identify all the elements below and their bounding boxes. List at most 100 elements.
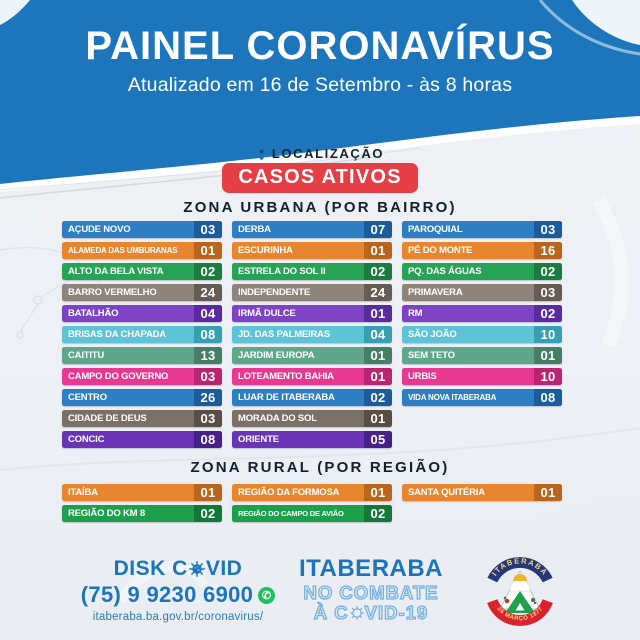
campaign-line2: NO COMBATE: [303, 582, 439, 603]
case-bar: BARRO VERMELHO 24: [62, 284, 222, 301]
case-bar: JARDIM EUROPA 01: [232, 347, 392, 364]
case-bar: SÃO JOÃO 10: [402, 326, 562, 343]
bar-value: 03: [534, 284, 562, 301]
footer: DISK C VID (75) 9 9230 6900: [0, 540, 640, 640]
page-title: PAINEL CORONAVÍRUS: [85, 24, 555, 68]
case-bar: CAMPO DO GOVERNO 03: [62, 368, 222, 385]
bar-value: 13: [194, 347, 222, 364]
disk-covid-text-post: VID: [205, 557, 243, 580]
bar-value: 10: [534, 368, 562, 385]
header-wave: [0, 110, 640, 199]
bar-value: 07: [364, 221, 392, 238]
urban-column-2: DERBA 07 ESCURINHA 01 ESTRELA DO SOL II …: [232, 221, 392, 452]
bar-value: 24: [194, 284, 222, 301]
urban-zone-heading: ZONA URBANA (POR BAIRRO): [183, 199, 457, 216]
campaign-line3-pre: À C: [313, 602, 349, 623]
active-cases-badge: CASOS ATIVOS: [222, 163, 418, 193]
bar-value: 01: [194, 484, 222, 501]
bar-label: PÉ DO MONTE: [408, 245, 473, 256]
bar-value: 03: [194, 221, 222, 238]
bar-label: PQ. DAS ÁGUAS: [408, 266, 482, 277]
bar-value: 02: [534, 263, 562, 280]
bar-label: BARRO VERMELHO: [68, 287, 157, 298]
urban-column-1: AÇUDE NOVO 03 ALAMEDA DAS UMBURANAS 01 A…: [62, 221, 222, 452]
bar-value: 02: [194, 263, 222, 280]
bar-label: DERBA: [238, 224, 271, 235]
campaign-line3: À C VID-19: [292, 602, 450, 623]
case-bar: JD. DAS PALMEIRAS 04: [232, 326, 392, 343]
bar-label: BRISAS DA CHAPADA: [68, 329, 166, 340]
bar-label: CENTRO: [68, 392, 107, 403]
virus-icon: [349, 606, 364, 620]
rural-column-2: REGIÃO DA FORMOSA 01 REGIÃO DO CAMPO DE …: [232, 484, 392, 526]
bar-value: 04: [194, 305, 222, 322]
bar-label: JD. DAS PALMEIRAS: [238, 329, 330, 340]
bar-value: 02: [364, 263, 392, 280]
bar-label: REGIÃO DA FORMOSA: [238, 487, 340, 498]
bar-value: 01: [364, 305, 392, 322]
header-corner-wave-right: [538, 0, 640, 56]
case-bar: CAITITU 13: [62, 347, 222, 364]
bar-label: REGIÃO DO CAMPO DE AVIÃO: [238, 509, 344, 518]
case-bar: REGIÃO DO KM 8 02: [62, 505, 222, 522]
case-bar: URBIS 10: [402, 368, 562, 385]
case-bar: PRIMAVERA 03: [402, 284, 562, 301]
phone-number: (75) 9 9230 6900: [80, 582, 254, 607]
itaberaba-seal: ITABERABA 26 MARÇO 1877: [480, 545, 560, 640]
website-url: itaberaba.ba.gov.br/coronavirus/: [92, 611, 264, 623]
whatsapp-glyph: ✆: [261, 589, 272, 602]
case-bar: BRISAS DA CHAPADA 08: [62, 326, 222, 343]
disk-covid-block: DISK C VID (75) 9 9230 6900: [56, 557, 300, 623]
rural-column-3: SANTA QUITÉRIA 01: [402, 484, 562, 526]
bar-label: ESTRELA DO SOL II: [238, 266, 326, 277]
case-bar: BATALHÃO 04: [62, 305, 222, 322]
bar-value: 08: [194, 431, 222, 448]
bar-value: 08: [194, 326, 222, 343]
urban-cases-grid: AÇUDE NOVO 03 ALAMEDA DAS UMBURANAS 01 A…: [62, 221, 562, 452]
bar-label: AÇUDE NOVO: [68, 224, 131, 235]
bar-value: 03: [194, 368, 222, 385]
bar-value: 01: [364, 484, 392, 501]
case-bar: PAROQUIAL 03: [402, 221, 562, 238]
bar-value: 01: [534, 347, 562, 364]
bar-label: SEM TETO: [408, 350, 455, 361]
badge-wrap: CASOS ATIVOS: [0, 163, 640, 193]
bar-label: ESCURINHA: [238, 245, 293, 256]
case-bar: IRMÃ DULCE 01: [232, 305, 392, 322]
bar-value: 01: [364, 347, 392, 364]
bar-value: 08: [534, 389, 562, 406]
bar-value: 03: [534, 221, 562, 238]
campaign-city-name: ITABERABA: [298, 555, 444, 582]
bar-value: 01: [364, 242, 392, 259]
bar-value: 02: [194, 505, 222, 522]
case-bar: REGIÃO DA FORMOSA 01: [232, 484, 392, 501]
bar-label: CAMPO DO GOVERNO: [68, 371, 169, 382]
case-bar: CENTRO 26: [62, 389, 222, 406]
bar-label: SÃO JOÃO: [408, 329, 457, 340]
case-bar: ITAÍBA 01: [62, 484, 222, 501]
bar-label: RM: [408, 308, 423, 319]
case-bar: DERBA 07: [232, 221, 392, 238]
rural-column-1: ITAÍBA 01 REGIÃO DO KM 8 02: [62, 484, 222, 526]
rural-cases-grid: ITAÍBA 01 REGIÃO DO KM 8 02 REGIÃO DA FO…: [62, 484, 562, 526]
bar-label: CIDADE DE DEUS: [68, 413, 147, 424]
bar-label: CAITITU: [68, 350, 105, 361]
location-pin-icon: [256, 146, 267, 161]
bar-label: ALTO DA BELA VISTA: [68, 266, 164, 277]
case-bar: MORADA DO SOL 01: [232, 410, 392, 427]
location-label: LOCALIZAÇÃO: [271, 146, 385, 161]
header-banner: PAINEL CORONAVÍRUS Atualizado em 16 de S…: [0, 0, 640, 110]
header-corner-wave-left: [0, 0, 30, 25]
bar-label: ALAMEDA DAS UMBURANAS: [68, 246, 178, 255]
bar-value: 26: [194, 389, 222, 406]
rural-zone-heading: ZONA RURAL (POR REGIÃO): [190, 459, 450, 476]
whatsapp-icon: ✆: [258, 586, 276, 604]
bar-value: 01: [194, 242, 222, 259]
bar-value: 05: [364, 431, 392, 448]
bar-value: 02: [364, 389, 392, 406]
bar-value: 01: [364, 410, 392, 427]
case-bar: ALAMEDA DAS UMBURANAS 01: [62, 242, 222, 259]
bar-value: 02: [364, 505, 392, 522]
bar-label: LOTEAMENTO BAHIA: [238, 371, 334, 382]
